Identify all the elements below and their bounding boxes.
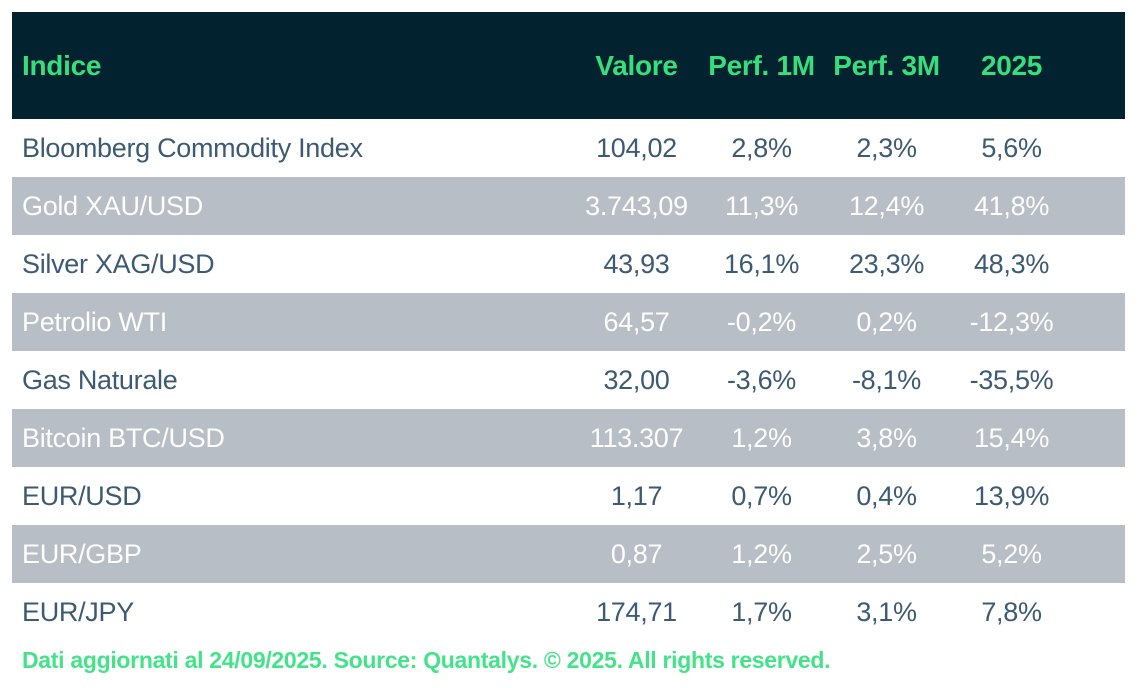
cell-2025: -35,5% [969,364,1054,395]
cell-2025: 48,3% [973,248,1050,279]
cell-valore: 113.307 [589,422,684,453]
table-row-bloomberg-commodity: Bloomberg Commodity Index 104,02 2,8% 2,… [12,119,1125,177]
cell-valore: 174,71 [596,596,677,627]
column-header-perf-3m: Perf. 3M [824,12,949,119]
table-header-row: Indice Valore Perf. 1M Perf. 3M 2025 [12,12,1125,119]
cell-perf-1m: 0,7% [731,480,792,511]
column-header-indice: Indice [12,12,574,119]
cell-2025: 5,2% [981,538,1042,569]
table-row-gold: Gold XAU/USD 3.743,09 11,3% 12,4% 41,8% [12,177,1125,235]
column-header-perf-1m: Perf. 1M [699,12,824,119]
cell-valore: 3.743,09 [585,190,688,221]
cell-index-name: Silver XAG/USD [22,248,215,279]
market-performance-page: Indice Valore Perf. 1M Perf. 3M 2025 Blo… [12,12,1125,673]
cell-2025: 7,8% [981,596,1042,627]
cell-index-name: Bitcoin BTC/USD [22,422,225,453]
table-row-petrolio-wti: Petrolio WTI 64,57 -0,2% 0,2% -12,3% [12,293,1125,351]
cell-perf-3m: 3,1% [856,596,917,627]
cell-perf-3m: 12,4% [848,190,925,221]
cell-index-name: EUR/GBP [22,538,142,569]
cell-2025: 15,4% [973,422,1050,453]
data-source-note: Dati aggiornati al 24/09/2025. Source: Q… [22,647,831,673]
cell-valore: 104,02 [596,132,677,163]
cell-perf-1m: 11,3% [724,190,799,221]
cell-perf-3m: 0,4% [856,480,917,511]
cell-index-name: EUR/USD [22,480,142,511]
column-header-valore: Valore [574,12,699,119]
cell-perf-3m: 3,8% [856,422,917,453]
cell-perf-3m: 2,5% [856,538,917,569]
cell-valore: 64,57 [603,306,670,337]
cell-2025: 13,9% [973,480,1050,511]
cell-valore: 43,93 [603,248,670,279]
cell-perf-1m: -3,6% [726,364,797,395]
cell-perf-3m: -8,1% [851,364,922,395]
cell-valore: 0,87 [610,538,663,569]
table-row-eur-usd: EUR/USD 1,17 0,7% 0,4% 13,9% [12,467,1125,525]
cell-perf-3m: 2,3% [856,132,917,163]
table-row-eur-gbp: EUR/GBP 0,87 1,2% 2,5% 5,2% [12,525,1125,583]
cell-perf-3m: 23,3% [848,248,925,279]
cell-perf-1m: 16,1% [723,248,800,279]
table-row-bitcoin: Bitcoin BTC/USD 113.307 1,2% 3,8% 15,4% [12,409,1125,467]
cell-index-name: EUR/JPY [22,596,134,627]
cell-index-name: Gas Naturale [22,364,178,395]
cell-index-name: Bloomberg Commodity Index [22,132,363,163]
cell-valore: 32,00 [603,364,670,395]
cell-perf-1m: 1,7% [731,596,792,627]
cell-valore: 1,17 [610,480,663,511]
cell-2025: -12,3% [969,306,1054,337]
column-header-2025: 2025 [949,12,1125,119]
cell-index-name: Gold XAU/USD [22,190,203,221]
table-row-silver: Silver XAG/USD 43,93 16,1% 23,3% 48,3% [12,235,1125,293]
cell-perf-1m: 1,2% [731,422,792,453]
table-row-gas-naturale: Gas Naturale 32,00 -3,6% -8,1% -35,5% [12,351,1125,409]
cell-perf-3m: 0,2% [856,306,917,337]
cell-perf-1m: 2,8% [731,132,792,163]
cell-perf-1m: 1,2% [731,538,792,569]
cell-index-name: Petrolio WTI [22,306,167,337]
cell-2025: 5,6% [981,132,1042,163]
market-performance-table: Indice Valore Perf. 1M Perf. 3M 2025 Blo… [12,12,1125,641]
cell-2025: 41,8% [973,190,1050,221]
cell-perf-1m: -0,2% [726,306,797,337]
table-row-eur-jpy: EUR/JPY 174,71 1,7% 3,1% 7,8% [12,583,1125,641]
